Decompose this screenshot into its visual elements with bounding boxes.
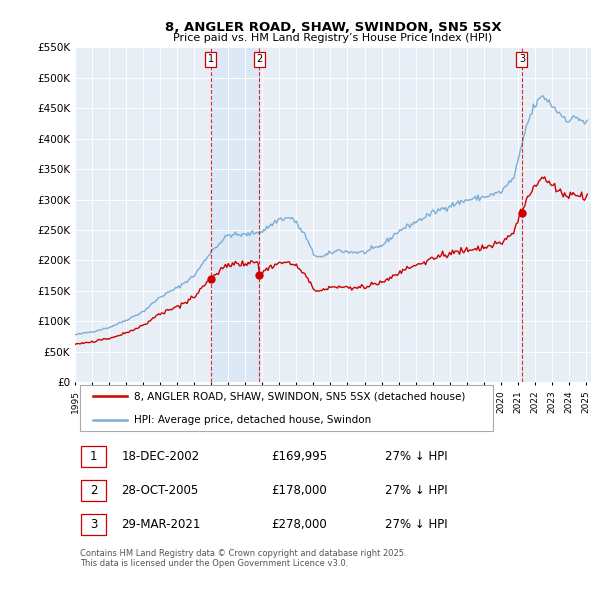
Text: Price paid vs. HM Land Registry’s House Price Index (HPI): Price paid vs. HM Land Registry’s House … [173, 33, 493, 43]
FancyBboxPatch shape [81, 446, 106, 467]
Text: 28-OCT-2005: 28-OCT-2005 [121, 484, 199, 497]
Text: 1: 1 [90, 450, 97, 463]
Bar [211, 47, 259, 382]
Text: 2: 2 [256, 54, 263, 64]
Text: £178,000: £178,000 [271, 484, 327, 497]
Text: 3: 3 [519, 54, 525, 64]
Text: 8, ANGLER ROAD, SHAW, SWINDON, SN5 5SX: 8, ANGLER ROAD, SHAW, SWINDON, SN5 5SX [164, 21, 502, 34]
Text: 1: 1 [208, 54, 214, 64]
Text: 2: 2 [90, 484, 97, 497]
Text: Contains HM Land Registry data © Crown copyright and database right 2025.
This d: Contains HM Land Registry data © Crown c… [80, 549, 407, 568]
FancyBboxPatch shape [81, 514, 106, 535]
Text: 27% ↓ HPI: 27% ↓ HPI [385, 484, 447, 497]
Text: £169,995: £169,995 [271, 450, 327, 463]
Text: HPI: Average price, detached house, Swindon: HPI: Average price, detached house, Swin… [134, 415, 371, 425]
Text: 27% ↓ HPI: 27% ↓ HPI [385, 450, 447, 463]
FancyBboxPatch shape [80, 385, 493, 431]
Text: 27% ↓ HPI: 27% ↓ HPI [385, 518, 447, 531]
Text: 18-DEC-2002: 18-DEC-2002 [121, 450, 200, 463]
Text: £278,000: £278,000 [271, 518, 327, 531]
FancyBboxPatch shape [81, 480, 106, 501]
Text: 3: 3 [90, 518, 97, 531]
Text: 29-MAR-2021: 29-MAR-2021 [121, 518, 201, 531]
Text: 8, ANGLER ROAD, SHAW, SWINDON, SN5 5SX (detached house): 8, ANGLER ROAD, SHAW, SWINDON, SN5 5SX (… [134, 391, 466, 401]
